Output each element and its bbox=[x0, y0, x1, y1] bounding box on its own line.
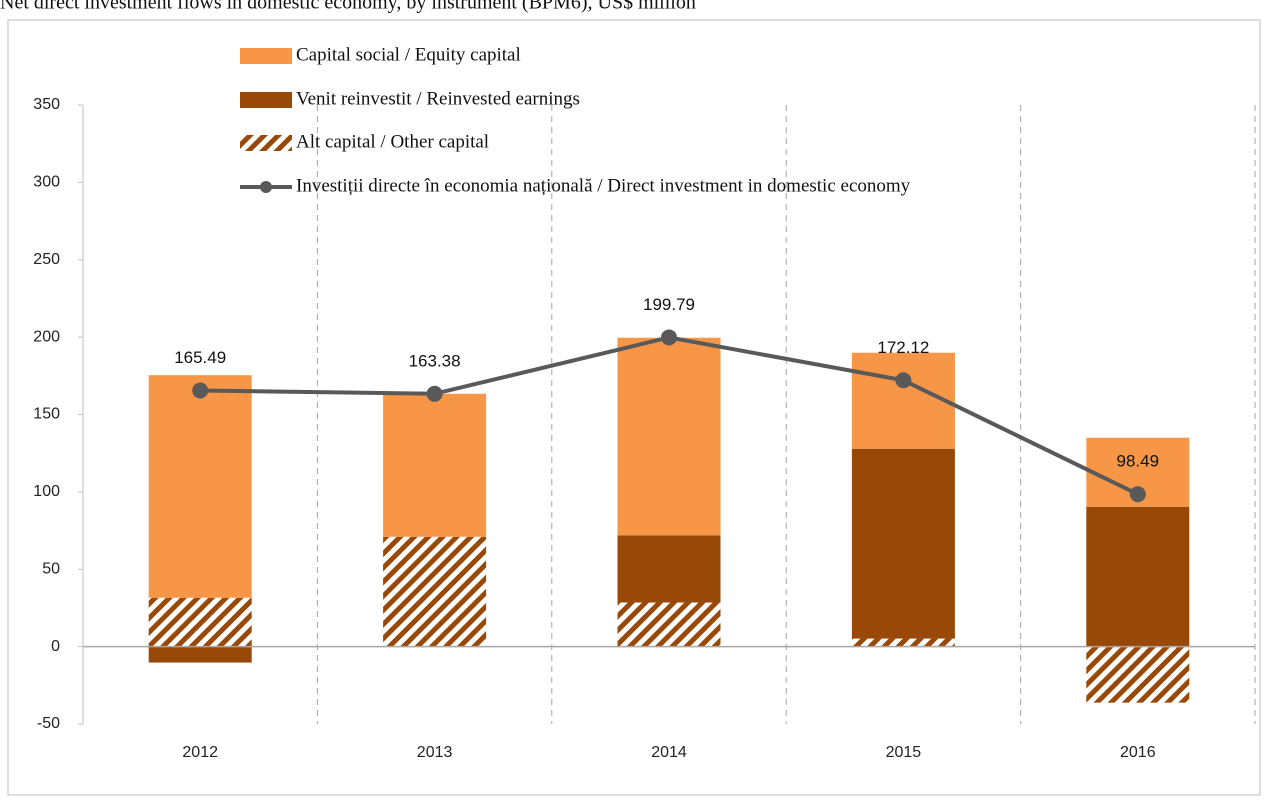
line-marker bbox=[661, 329, 677, 346]
bar bbox=[617, 535, 721, 603]
y-tick-label: 200 bbox=[33, 328, 60, 345]
data-label: 98.49 bbox=[1117, 452, 1160, 471]
x-tick-label: 2012 bbox=[182, 744, 218, 761]
data-label: 163.38 bbox=[409, 351, 461, 370]
bar bbox=[148, 375, 252, 598]
y-tick-label: 50 bbox=[42, 560, 60, 577]
legend-swatch bbox=[260, 181, 272, 193]
bar bbox=[148, 597, 252, 647]
y-tick-label: 250 bbox=[33, 251, 60, 268]
legend-label: Alt capital / Other capital bbox=[296, 131, 489, 152]
x-tick-label: 2013 bbox=[417, 744, 453, 761]
x-tick-label: 2014 bbox=[651, 744, 687, 761]
bar bbox=[148, 646, 252, 663]
bar bbox=[383, 536, 487, 647]
bar bbox=[851, 352, 955, 449]
bar bbox=[851, 638, 955, 647]
bar bbox=[383, 393, 487, 537]
chart-title: Net direct investment flows in domestic … bbox=[0, 0, 696, 14]
y-tick-label: 350 bbox=[33, 96, 60, 113]
y-tick-label: 150 bbox=[33, 406, 60, 423]
y-tick-label: -50 bbox=[37, 715, 60, 732]
legend-label: Capital social / Equity capital bbox=[296, 44, 521, 65]
legend-swatch bbox=[240, 48, 292, 64]
bar bbox=[1086, 646, 1190, 703]
x-tick-label: 2015 bbox=[886, 744, 922, 761]
line-marker bbox=[192, 382, 209, 399]
line-marker bbox=[426, 385, 443, 402]
y-tick-label: 300 bbox=[33, 174, 60, 191]
legend-label: Venit reinvestit / Reinvested earnings bbox=[296, 88, 580, 109]
data-label: 165.49 bbox=[174, 348, 226, 367]
line-marker bbox=[1129, 486, 1146, 503]
bar bbox=[617, 602, 721, 647]
data-label: 199.79 bbox=[643, 295, 695, 314]
y-tick-label: 0 bbox=[51, 638, 60, 655]
bar bbox=[617, 337, 721, 536]
line-marker bbox=[895, 372, 912, 389]
x-tick-label: 2016 bbox=[1120, 744, 1156, 761]
data-label: 172.12 bbox=[877, 338, 929, 357]
bar bbox=[851, 448, 955, 639]
legend-swatch bbox=[240, 92, 292, 108]
legend-label: Investiții directe în economia națională… bbox=[296, 175, 911, 196]
bar bbox=[1086, 506, 1190, 647]
legend-swatch bbox=[240, 135, 292, 151]
y-tick-label: 100 bbox=[33, 483, 60, 500]
